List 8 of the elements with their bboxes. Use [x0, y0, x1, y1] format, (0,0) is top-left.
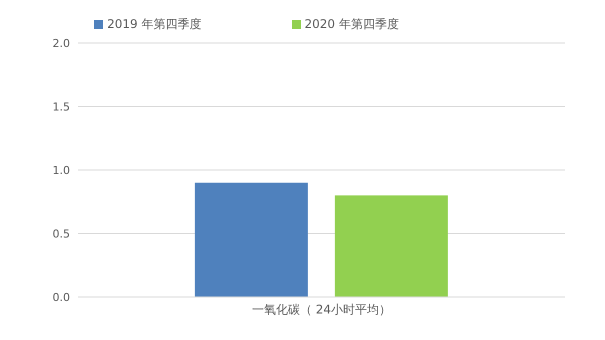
y-tick-label: 1.5	[52, 100, 70, 114]
y-tick-label: 0.0	[52, 290, 70, 304]
x-tick-label: 一氧化碳（ 24小时平均）	[252, 302, 392, 317]
legend-label: 2019 年第四季度	[107, 17, 202, 31]
legend-label: 2020 年第四季度	[304, 17, 399, 31]
y-tick-label: 2.0	[52, 36, 70, 50]
y-tick-label: 1.0	[52, 164, 70, 177]
y-tick-label: 0.5	[52, 227, 70, 240]
